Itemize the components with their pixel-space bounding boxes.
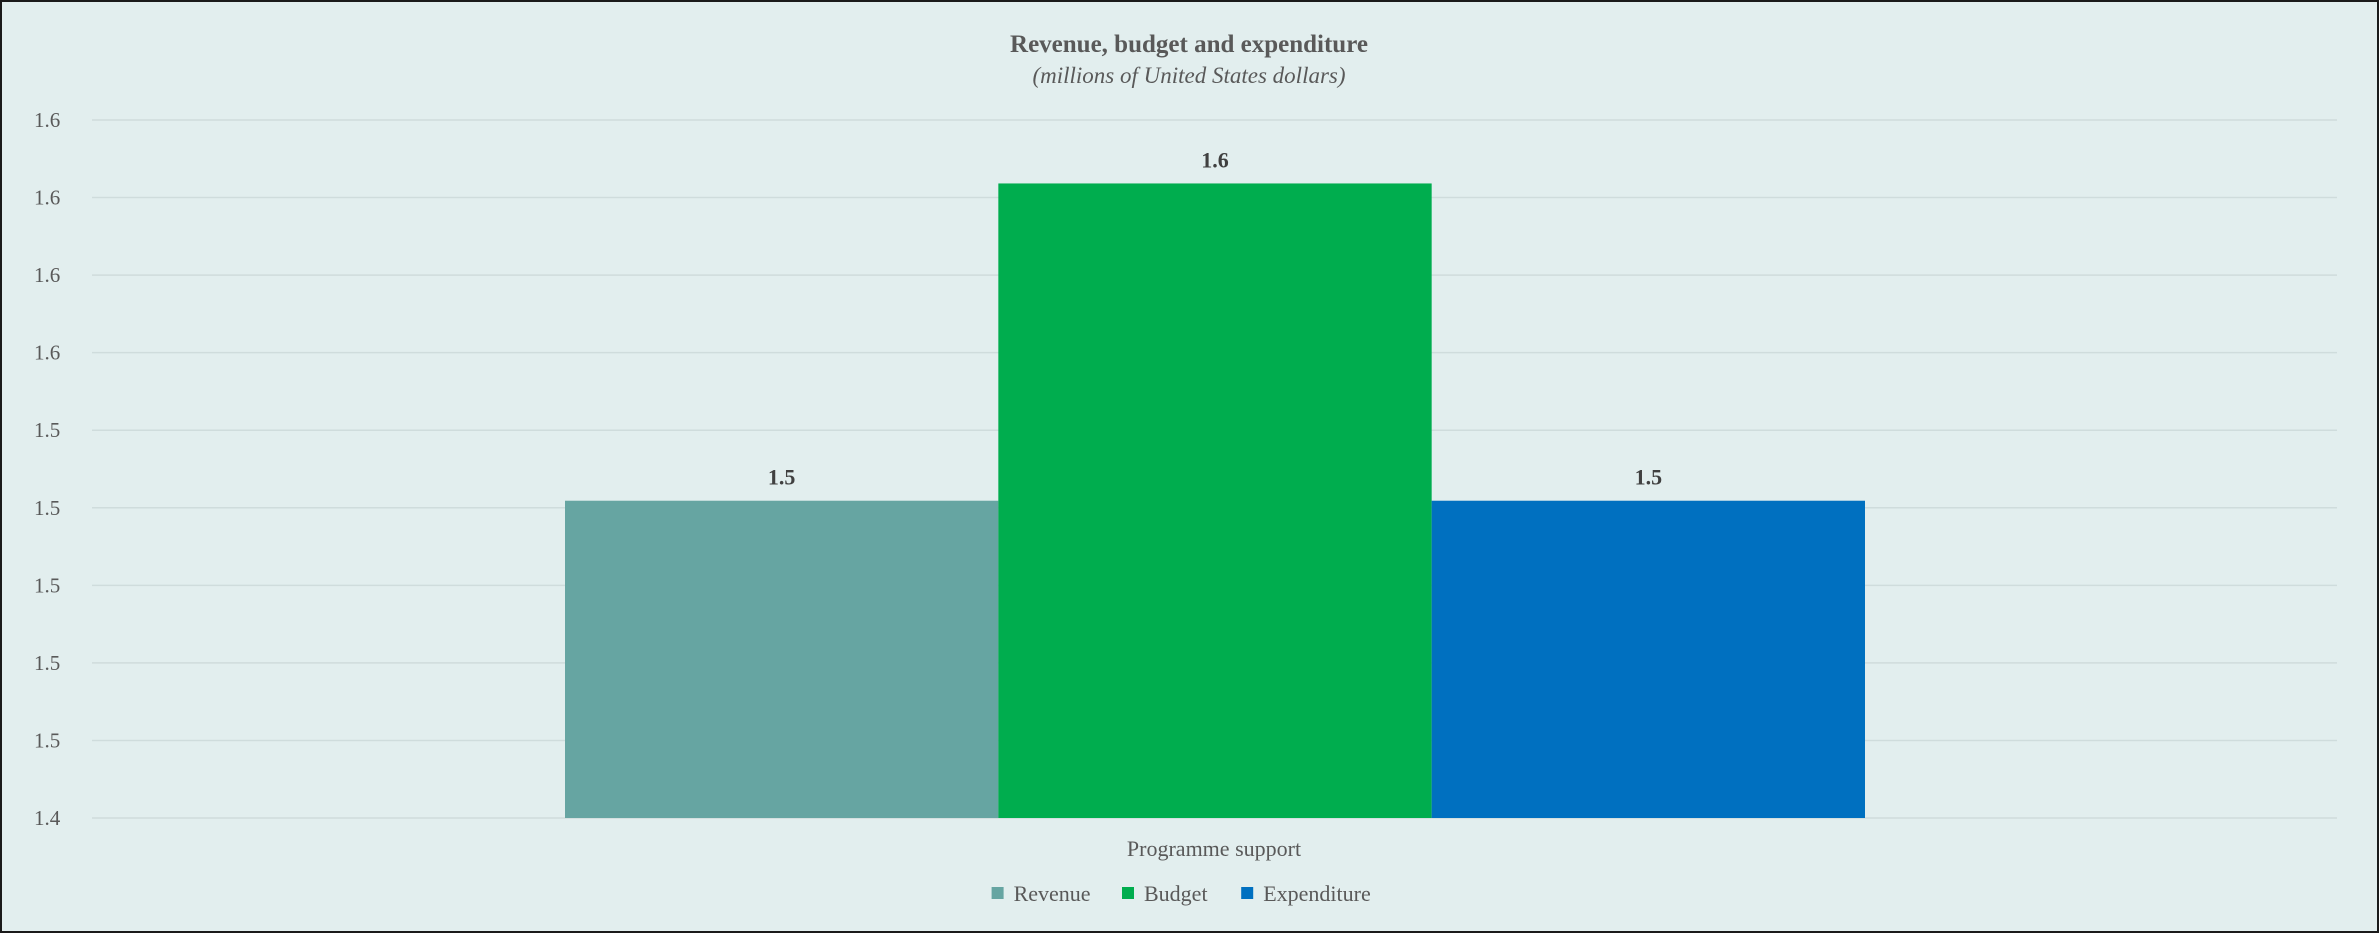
bar-revenue [565,500,999,818]
y-tick-label: 1.6 [34,186,60,210]
y-tick-label: 1.5 [34,651,60,675]
data-labels: 1.5 1.6 1.5 [768,147,1662,489]
y-tick-label: 1.6 [34,263,60,287]
y-tick-label: 1.6 [34,108,60,132]
legend-swatch-expenditure [1241,887,1254,899]
y-axis-ticks: 1.4 1.5 1.5 1.5 1.5 1.5 1.6 1.6 1.6 1.6 [34,108,61,830]
bar-expenditure [1431,500,1865,818]
category-label: Programme support [1127,836,1301,861]
data-label-expenditure: 1.5 [1635,465,1663,490]
y-tick-label: 1.6 [34,341,60,365]
legend-label-revenue: Revenue [1014,881,1091,906]
legend-label-budget: Budget [1144,881,1208,906]
bars [565,183,1865,819]
y-tick-label: 1.5 [34,728,60,752]
legend-swatch-revenue [991,887,1004,899]
y-tick-label: 1.4 [34,806,61,830]
chart-title: Revenue, budget and expenditure [1010,31,1368,58]
chart-subtitle: (millions of United States dollars) [1032,63,1345,88]
y-tick-label: 1.5 [34,573,60,597]
bar-budget [998,183,1432,819]
data-label-budget: 1.6 [1201,147,1229,172]
data-label-revenue: 1.5 [768,465,796,490]
legend-label-expenditure: Expenditure [1263,881,1371,906]
legend: Revenue Budget Expenditure [991,881,1371,906]
y-tick-label: 1.5 [34,496,60,520]
y-tick-label: 1.5 [34,418,60,442]
legend-swatch-budget [1122,887,1134,899]
